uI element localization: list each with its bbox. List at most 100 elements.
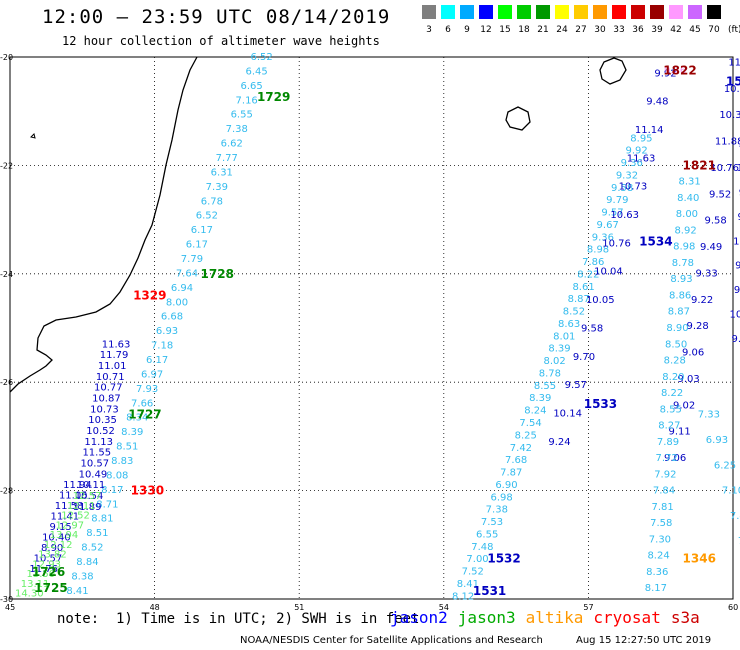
wave-height-value: 8.50: [665, 339, 687, 350]
legend-swatch: [631, 5, 645, 19]
wave-height-value: 10.30: [719, 110, 740, 121]
wave-height-value: 8.00: [166, 297, 188, 308]
wave-height-value: 8.83: [111, 456, 133, 467]
wave-height-values: 6.52 6.45 6.65 7.16 6.55 7.38 6.62 7.77 6.31 7.39…: [15, 52, 740, 602]
wave-height-value: 6.78: [201, 196, 223, 207]
wave-height-value: 11.02: [728, 57, 740, 68]
wave-height-value: 9.33: [696, 268, 718, 279]
wave-height-value: 9.49: [700, 242, 722, 253]
lon-tick-label: 51: [294, 603, 304, 612]
wave-height-value: 10.88: [738, 139, 740, 150]
wave-height-value: 9.11: [669, 427, 691, 438]
legend-label: 18: [518, 25, 530, 35]
satellite-jason2: jason2: [390, 608, 448, 627]
wave-height-value: 6.90: [495, 480, 517, 491]
wave-height-value: 10.77: [94, 383, 123, 394]
timestamp: Aug 15 12:27:50 UTC 2019: [576, 635, 712, 646]
wave-height-value: 10.52: [86, 426, 115, 437]
wave-height-value: 8.51: [116, 442, 138, 453]
wave-height-value: 10.04: [594, 267, 623, 278]
wave-height-value: 10.57: [34, 554, 63, 565]
wave-height-value: 8.28: [664, 356, 686, 367]
lat-tick-label: -26: [0, 378, 13, 387]
wave-height-value: 8.17: [101, 485, 123, 496]
wave-height-value: 8.55: [660, 404, 682, 415]
wave-height-value: 7.38: [226, 124, 248, 135]
wave-height-value: 10.30: [730, 309, 740, 320]
wave-height-value: 10.81: [724, 84, 740, 95]
legend-swatch: [517, 5, 531, 19]
legend-label: 27: [575, 25, 587, 35]
wave-height-value: 9.36: [592, 232, 614, 243]
wave-height-value: 10.73: [90, 404, 119, 415]
wave-height-value: 8.24: [647, 551, 669, 562]
wave-height-value: 8.63: [558, 319, 580, 330]
wave-height-value: 7.16: [236, 95, 258, 106]
legend-label: 70: [708, 25, 720, 35]
legend-swatch: [593, 5, 607, 19]
pass-time-label: 1534: [639, 234, 672, 248]
legend-label: 33: [613, 25, 625, 35]
wave-height-value: 10.05: [586, 295, 615, 306]
wave-height-value: 8.87: [668, 307, 690, 318]
wave-height-value: 11.89: [73, 502, 102, 513]
wave-height-value: 7.84: [653, 486, 675, 497]
wave-height-value: 8.52: [81, 543, 103, 554]
pass-time-label: 1535: [726, 74, 740, 88]
wave-height-value: 8.95: [630, 133, 652, 144]
wave-height-value: 9.52: [709, 189, 731, 200]
wave-height-value: 10.73: [619, 182, 648, 193]
wave-height-value: 8.92: [674, 225, 696, 236]
wave-height-value: 10.66: [733, 236, 740, 247]
wave-height-value: 8.51: [86, 528, 108, 539]
legend-swatch: [574, 5, 588, 19]
wave-height-value: 7.66: [131, 398, 153, 409]
wave-height-value: 8.52: [563, 307, 585, 318]
wave-height-value: 8.25: [515, 430, 537, 441]
wave-height-value: 8.41: [66, 586, 88, 597]
wave-height-value: 9.58: [611, 183, 633, 194]
wave-height-value: 12.52: [61, 511, 90, 522]
wave-height-value: 11.41: [51, 512, 80, 523]
wave-height-value: 7.93: [136, 384, 158, 395]
wave-height-value: 8.90: [666, 323, 688, 334]
wave-height-value: 6.17: [191, 225, 213, 236]
wave-height-value: 6.68: [161, 312, 183, 323]
wave-height-value: 6.25: [714, 460, 736, 471]
wave-height-value: 8.90: [41, 543, 63, 554]
wave-height-value: 7.00: [466, 554, 488, 565]
wave-height-value: 6.93: [156, 326, 178, 337]
wave-height-value: 8.39: [121, 427, 143, 438]
wave-height-value: 11.58: [55, 501, 84, 512]
madagascar-coastline: [9, 56, 198, 393]
wave-height-value: 7.30: [649, 534, 671, 545]
wave-height-value: 10.76: [602, 238, 631, 249]
wave-height-value: 7.86: [582, 257, 604, 268]
wave-height-value: 9.57: [601, 208, 623, 219]
legend-swatch: [460, 5, 474, 19]
wave-height-value: 7.89: [657, 437, 679, 448]
wave-height-value: 12.97: [55, 520, 84, 531]
wave-height-value: 6.55: [476, 529, 498, 540]
wave-height-value: 9.26: [664, 66, 686, 77]
wave-height-value: 6.94: [171, 283, 193, 294]
wave-height-value: 8.20: [662, 372, 684, 383]
lon-tick-label: 48: [150, 603, 160, 612]
legend-swatch: [422, 5, 436, 19]
satellite-cryosat: cryosat: [593, 608, 661, 627]
wave-height-value: 7.39: [206, 182, 228, 193]
satellite-legend: jason2 jason3 altika cryosat s3a: [390, 608, 710, 627]
wave-height-value: 10.54: [75, 491, 104, 502]
wave-height-value: 6.62: [221, 139, 243, 150]
wave-height-value: 11.55: [82, 448, 111, 459]
reunion-island: [599, 57, 627, 85]
wave-height-value: 9.81: [735, 261, 740, 272]
wave-height-value: 7.48: [471, 542, 493, 553]
lat-tick-label: -22: [0, 161, 13, 170]
wave-height-value: 9.06: [682, 348, 704, 359]
legend-label: 45: [689, 25, 701, 35]
wave-height-value: 9.92: [654, 68, 676, 79]
wave-height-value: 10.03: [737, 163, 740, 174]
wave-height-value: 11.76: [29, 564, 58, 575]
